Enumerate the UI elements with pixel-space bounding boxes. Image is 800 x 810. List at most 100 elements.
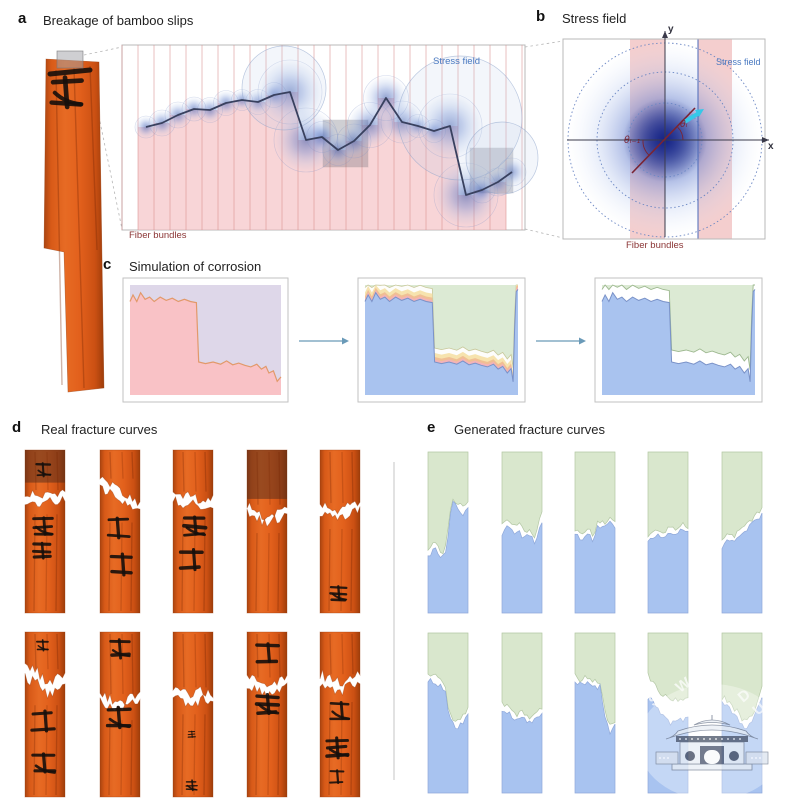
ink-character (34, 525, 54, 536)
bamboo-grain-streak (181, 714, 184, 796)
ink-character (40, 541, 45, 560)
generated-fracture-strip (647, 451, 689, 614)
real-bamboo-slip (319, 449, 361, 614)
panel-a-diagram (83, 40, 564, 239)
bamboo-grain-streak (108, 522, 111, 612)
bamboo-grain-streak (33, 514, 36, 612)
ink-character (335, 769, 340, 785)
real-bamboo-slip (246, 449, 288, 614)
bamboo-grain-streak (278, 451, 281, 505)
fracture-piece-top (721, 451, 763, 541)
fracture-piece-top (721, 632, 763, 722)
bamboo-grain-streak (131, 451, 134, 479)
green-edge (364, 284, 518, 368)
pavilion-platform (671, 763, 753, 771)
fracture-piece-top (501, 451, 543, 539)
bamboo-grain-streak (351, 633, 354, 675)
fracture-piece-top (319, 631, 361, 687)
bamboo-grain-streak (329, 451, 332, 504)
bamboo-grain-streak (328, 528, 331, 612)
bamboo-grain-streak (120, 720, 123, 796)
doorway-arch (704, 750, 720, 764)
fracture-piece-bottom (172, 694, 214, 798)
ink-character (34, 764, 56, 774)
ink-character (339, 700, 344, 720)
ink-character (329, 781, 344, 784)
pavilion-top-roof (693, 719, 731, 726)
bamboo-grain-streak (182, 633, 185, 688)
fracture-piece-top (99, 631, 141, 707)
fracture-piece-top (427, 451, 469, 555)
real-bamboo-slip (319, 631, 361, 798)
fracture-piece-top (99, 449, 141, 507)
stage-arrowhead (342, 337, 349, 345)
panel-a-title: Breakage of bamboo slips (43, 13, 194, 28)
bamboo-grain-streak (255, 533, 258, 612)
bamboo-grain-streak (278, 633, 281, 678)
theta-i-arc (677, 126, 684, 141)
bamboo-grain-streak (55, 514, 58, 612)
panel-a-stress-field-label: Stress field (433, 56, 480, 67)
ink-character (120, 552, 126, 577)
x-axis-arrowhead (762, 137, 769, 143)
zoom-region-square (56, 50, 84, 69)
generated-fracture-strip (427, 451, 469, 614)
bamboo-grain-streak (351, 451, 354, 504)
fiber-bundle-bar (410, 126, 426, 230)
side-window-left (685, 751, 695, 761)
bamboo-grain-streak (277, 533, 280, 612)
bamboo-grain-streak (130, 720, 133, 796)
y-axis-label: y (668, 24, 674, 35)
fracture-piece-bottom (99, 484, 141, 614)
ink-character (31, 711, 53, 716)
real-bamboo-slip (99, 631, 141, 798)
real-bamboo-slip (246, 631, 288, 798)
ink-character (115, 516, 121, 540)
band-dot (727, 738, 729, 740)
ink-character (258, 703, 280, 715)
watermark-pavilion (655, 715, 769, 771)
green-edge (601, 284, 755, 370)
fracture-piece-top (647, 451, 689, 538)
panel-a-fiber-bundles-label: Fiber bundles (129, 230, 187, 241)
bamboo-grain-streak (350, 528, 353, 612)
ink-character (110, 569, 133, 575)
bamboo-grain-streak (109, 633, 112, 695)
stress-field-big-circle (397, 55, 523, 181)
ink-character (331, 593, 348, 601)
x-axis-label: x (768, 141, 774, 152)
generated-fracture-strip (501, 632, 543, 794)
ink-character (328, 748, 350, 757)
bamboo-grain-streak (130, 522, 133, 612)
fracture-piece-top (427, 632, 469, 722)
fracture-piece-top (246, 631, 288, 688)
ink-character (43, 709, 49, 733)
fiber-bundle-bar (170, 115, 186, 230)
fence-dot (659, 757, 661, 759)
fracture-piece-bottom (574, 520, 616, 614)
fracture-piece-top (319, 449, 361, 515)
band-dot (733, 738, 735, 740)
panel-b-stress-field (562, 31, 769, 240)
bamboo-grain-streak (340, 528, 343, 612)
panel-e-tag: e (427, 419, 436, 436)
generated-fracture-strip (574, 451, 616, 614)
corroded-region (130, 292, 281, 395)
fracture-piece-bottom (246, 508, 288, 614)
ink-character (193, 515, 198, 536)
bamboo-grain-streak (255, 703, 258, 796)
fiber-bundle-bar (186, 109, 202, 230)
ink-character (52, 90, 84, 107)
bamboo-grain-streak (194, 451, 197, 492)
fracture-piece-bottom (24, 495, 66, 614)
ink-character (331, 710, 350, 720)
fracture-piece-top (24, 631, 66, 686)
panel-c-title: Simulation of corrosion (129, 259, 262, 274)
roof-band (676, 736, 748, 742)
fracture-piece-bottom (721, 512, 763, 614)
bamboo-grain-streak (34, 451, 37, 491)
bamboo-grain-streak (33, 705, 36, 796)
band-dot (685, 738, 687, 740)
fiber-bundle-bar (154, 123, 170, 230)
